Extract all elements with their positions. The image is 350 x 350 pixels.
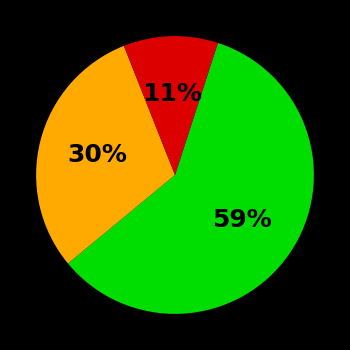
Wedge shape	[36, 46, 175, 264]
Wedge shape	[68, 43, 314, 314]
Text: 59%: 59%	[212, 208, 272, 232]
Text: 11%: 11%	[142, 83, 202, 106]
Text: 30%: 30%	[67, 143, 127, 167]
Wedge shape	[124, 36, 218, 175]
